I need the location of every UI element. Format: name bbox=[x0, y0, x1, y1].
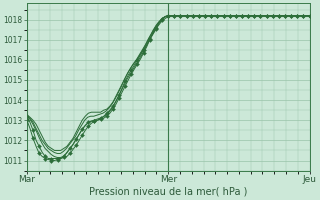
X-axis label: Pression niveau de la mer( hPa ): Pression niveau de la mer( hPa ) bbox=[89, 187, 247, 197]
